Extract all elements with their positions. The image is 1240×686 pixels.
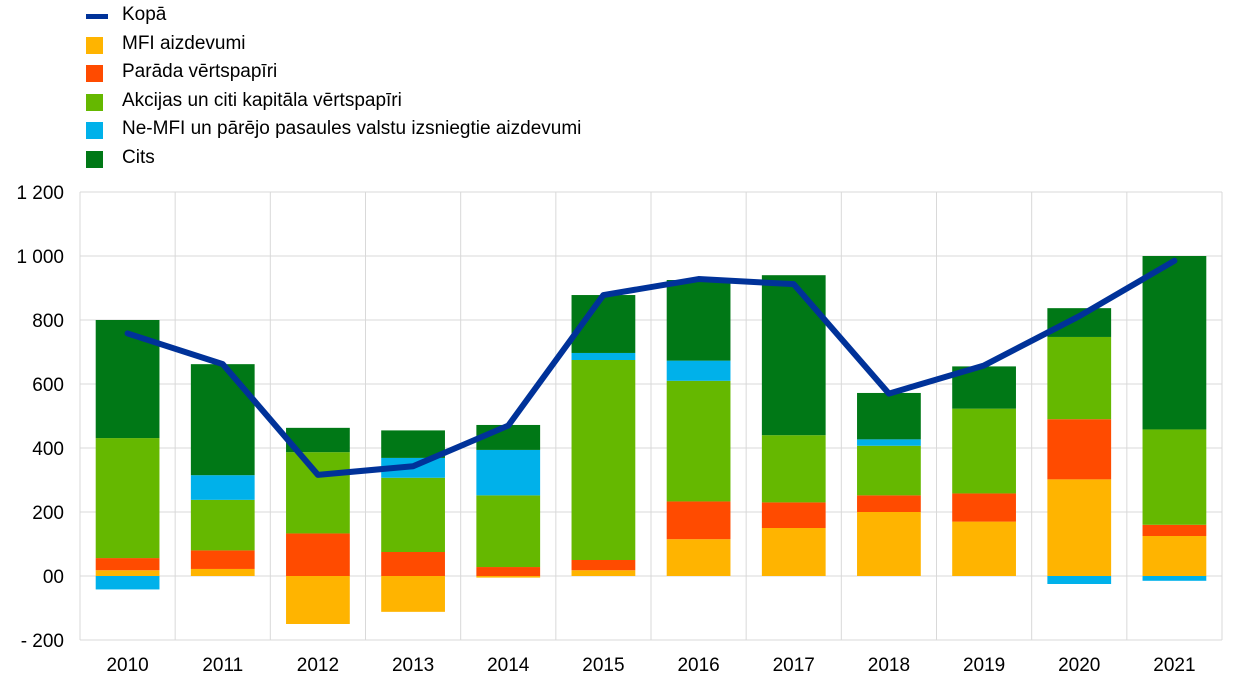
x-tick-label: 2020 bbox=[1058, 655, 1100, 676]
y-tick-label: 200 bbox=[32, 503, 64, 524]
bar-segment bbox=[95, 570, 160, 576]
bar-segment bbox=[857, 392, 921, 440]
bar-segment bbox=[190, 499, 255, 551]
bar-segment bbox=[1047, 336, 1112, 420]
bar-segment bbox=[761, 502, 826, 528]
x-tick-label: 2015 bbox=[582, 655, 624, 676]
bar-segment bbox=[476, 495, 541, 568]
bar-segment bbox=[1142, 524, 1207, 536]
bar-segment bbox=[190, 475, 255, 500]
bar-segment bbox=[286, 576, 350, 624]
total-line bbox=[124, 257, 1178, 478]
x-tick-label: 2018 bbox=[868, 655, 910, 676]
bar-segment bbox=[857, 445, 921, 496]
bar-segment bbox=[381, 552, 445, 576]
bar-segment bbox=[1142, 576, 1207, 581]
x-tick-label: 2017 bbox=[773, 655, 815, 676]
bar-segment bbox=[190, 568, 255, 576]
y-tick-label: 1 200 bbox=[16, 183, 64, 204]
y-tick-label: 1 000 bbox=[16, 247, 64, 268]
bar-segment bbox=[571, 360, 636, 560]
legend-label: Parāda vērtspapīri bbox=[122, 61, 278, 82]
bar-segment bbox=[666, 380, 731, 502]
x-tick-label: 2012 bbox=[297, 655, 339, 676]
bar-segment bbox=[761, 435, 826, 503]
bar-segment bbox=[1047, 419, 1112, 480]
bar-segment bbox=[571, 560, 636, 571]
bar-segment bbox=[1142, 256, 1207, 430]
bar-segment bbox=[952, 493, 1016, 522]
bar-segment bbox=[476, 576, 541, 578]
bar-segment bbox=[381, 477, 445, 552]
bar-segment bbox=[95, 438, 160, 559]
bar-segment bbox=[95, 576, 160, 590]
bar-segment bbox=[857, 439, 921, 446]
y-tick-label: - 200 bbox=[21, 631, 64, 652]
legend-swatch bbox=[86, 150, 103, 168]
bar-segment bbox=[666, 539, 731, 576]
bar-segment bbox=[761, 528, 826, 576]
legend-label: Kopā bbox=[122, 4, 167, 25]
x-tick-label: 2014 bbox=[487, 655, 530, 676]
x-tick-label: 2011 bbox=[202, 655, 243, 676]
legend-label: Ne-MFI un pārējo pasaules valstu izsnieg… bbox=[122, 118, 582, 139]
y-tick-label: 400 bbox=[32, 439, 64, 460]
bar-segment bbox=[286, 533, 350, 576]
bar-segment bbox=[1142, 536, 1207, 576]
x-tick-label: 2016 bbox=[677, 655, 719, 676]
x-tick-label: 2013 bbox=[392, 655, 434, 676]
bar-segment bbox=[1047, 479, 1112, 576]
bar-segment bbox=[666, 501, 731, 540]
legend-swatch bbox=[86, 93, 103, 111]
y-tick-label: 800 bbox=[32, 311, 64, 332]
bar-segment bbox=[476, 449, 541, 496]
legend-label: Cits bbox=[122, 146, 155, 168]
bar-segment bbox=[571, 352, 636, 360]
bar-segment bbox=[1047, 576, 1112, 584]
legend-label: MFI aizdevumi bbox=[122, 32, 246, 54]
bar-segment bbox=[1142, 429, 1207, 525]
bar-segment bbox=[666, 280, 731, 361]
x-tick-label: 2019 bbox=[963, 655, 1005, 676]
bar-segment bbox=[95, 558, 160, 571]
bar-segment bbox=[476, 567, 541, 576]
y-tick-label: 00 bbox=[43, 567, 64, 588]
bar-segment bbox=[952, 521, 1016, 576]
legend-swatch bbox=[86, 14, 108, 19]
legend-swatch bbox=[86, 36, 103, 54]
bar-segment bbox=[190, 550, 255, 569]
bar-segment bbox=[1047, 308, 1112, 337]
bar-segment bbox=[666, 360, 731, 381]
x-tick-label: 2021 bbox=[1153, 655, 1195, 676]
legend-swatch bbox=[86, 122, 103, 139]
legend-swatch bbox=[86, 65, 103, 82]
bar-segment bbox=[857, 512, 921, 576]
bar-segment bbox=[286, 452, 350, 534]
legend-label: Akcijas un citi kapitāla vērtspapīri bbox=[122, 89, 402, 111]
bar-segment bbox=[381, 430, 445, 458]
y-tick-label: 600 bbox=[32, 375, 64, 396]
bar-segment bbox=[761, 275, 826, 436]
bar-segment bbox=[571, 570, 636, 576]
bar-segment bbox=[381, 576, 445, 612]
x-tick-label: 2010 bbox=[106, 655, 148, 676]
bar-segment bbox=[857, 495, 921, 512]
bar-segment bbox=[952, 408, 1016, 494]
bar-segment bbox=[190, 364, 255, 476]
